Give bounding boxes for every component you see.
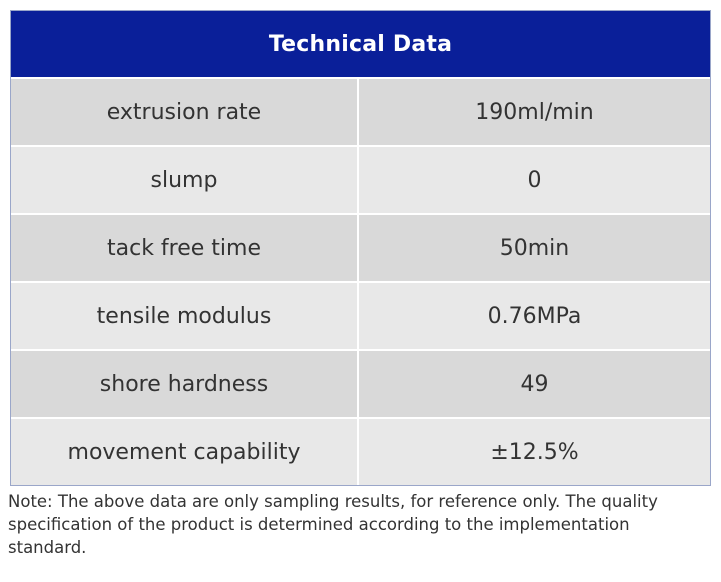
value-cell: 49: [359, 351, 710, 417]
value-cell: 0: [359, 147, 710, 213]
value-cell: 50min: [359, 215, 710, 281]
property-cell: slump: [11, 147, 359, 213]
property-cell: movement capability: [11, 419, 359, 485]
table-title: Technical Data: [11, 11, 710, 77]
table-row: tensile modulus 0.76MPa: [11, 281, 710, 349]
property-cell: shore hardness: [11, 351, 359, 417]
table-row: shore hardness 49: [11, 349, 710, 417]
table-row: extrusion rate 190ml/min: [11, 77, 710, 145]
value-cell: 0.76MPa: [359, 283, 710, 349]
value-cell: 190ml/min: [359, 79, 710, 145]
table-row: movement capability ±12.5%: [11, 417, 710, 485]
property-cell: tensile modulus: [11, 283, 359, 349]
property-cell: extrusion rate: [11, 79, 359, 145]
table-row: slump 0: [11, 145, 710, 213]
table-row: tack free time 50min: [11, 213, 710, 281]
footnote: Note: The above data are only sampling r…: [8, 492, 658, 557]
value-cell: ±12.5%: [359, 419, 710, 485]
technical-data-table: Technical Data extrusion rate 190ml/min …: [10, 10, 711, 486]
property-cell: tack free time: [11, 215, 359, 281]
